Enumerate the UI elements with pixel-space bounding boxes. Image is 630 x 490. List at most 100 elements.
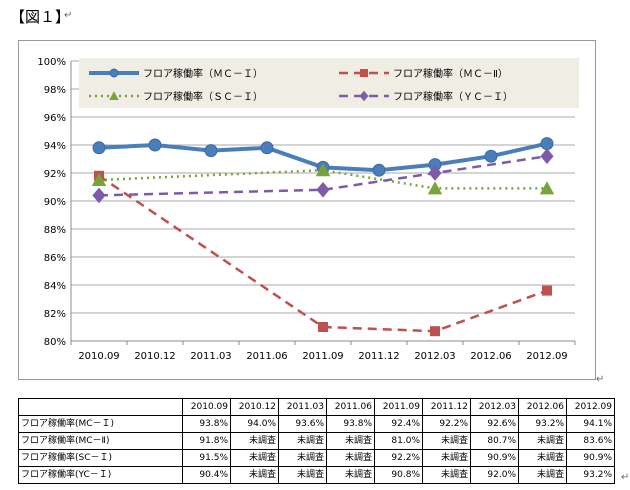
- data-point: [542, 285, 552, 296]
- table-cell: 未調査: [326, 449, 375, 467]
- x-tick-label: 2012.06: [470, 351, 511, 362]
- table-cell: 90.8%: [374, 466, 423, 484]
- table-header-cell: 2012.06: [518, 398, 567, 416]
- table-header-cell: 2012.09: [566, 398, 615, 416]
- table-cell: 未調査: [422, 466, 471, 484]
- legend-label: フロア稼働率（ＹＣ－Ｉ）: [393, 90, 513, 103]
- table-corner-cell: [18, 398, 183, 416]
- table-cell: 92.6%: [470, 415, 519, 433]
- table-cell: 93.6%: [278, 415, 327, 433]
- legend-label: フロア稼働率（ＭＣ－Ｉ）: [143, 67, 263, 80]
- data-point: [92, 187, 106, 204]
- table-header-cell: 2011.09: [374, 398, 423, 416]
- series-line: [98, 154, 548, 197]
- table-row-label: フロア稼働率(YC－Ｉ): [18, 466, 183, 484]
- table-cell: 未調査: [278, 449, 327, 467]
- table-cell: 92.0%: [470, 466, 519, 484]
- table-header-cell: 2011.12: [422, 398, 471, 416]
- data-point: [484, 149, 498, 163]
- table-cell: 92.2%: [374, 449, 423, 467]
- y-tick-label: 84%: [44, 281, 66, 292]
- series-line: [98, 174, 548, 333]
- table-cell: 未調査: [422, 449, 471, 467]
- legend-label: フロア稼働率（ＭＣ－Ⅱ）: [393, 67, 508, 80]
- data-point: [372, 163, 386, 177]
- x-tick-label: 2012.03: [414, 351, 455, 362]
- table-cell: 未調査: [278, 432, 327, 450]
- table-cell: 未調査: [518, 466, 567, 484]
- table-cell: 90.9%: [566, 449, 615, 467]
- table-cell: 90.9%: [470, 449, 519, 467]
- line-chart: 80% 82% 84% 86% 88% 90% 92% 94% 96% 98% 100% 2010.0…: [37, 57, 579, 362]
- table-header-cell: 2010.12: [230, 398, 279, 416]
- table-cell: 未調査: [326, 466, 375, 484]
- data-point: [540, 137, 554, 151]
- y-tick-label: 94%: [44, 141, 66, 152]
- legend-label: フロア稼働率（ＳＣ－Ｉ）: [143, 90, 263, 103]
- data-point: [427, 181, 443, 195]
- y-tick-label: 82%: [44, 309, 66, 320]
- legend-marker: [360, 69, 368, 77]
- table-header-row: 2010.09 2010.12 2011.03 2011.06 2011.09 2011.…: [18, 398, 615, 416]
- table-cell: 未調査: [230, 432, 279, 450]
- table-cell: 未調査: [230, 466, 279, 484]
- table-cell: 93.2%: [566, 466, 615, 484]
- data-point: [318, 322, 328, 332]
- x-tick-label: 2011.03: [190, 351, 231, 362]
- table-cell: 91.8%: [182, 432, 231, 450]
- table-cell: 91.5%: [182, 449, 231, 467]
- table-cell: 94.0%: [230, 415, 279, 433]
- table-cell: 93.8%: [182, 415, 231, 433]
- figure-title: 【図１】: [10, 8, 71, 26]
- table-cell: 81.0%: [374, 432, 423, 450]
- y-tick-label: 86%: [44, 253, 66, 264]
- x-tick-label: 2011.09: [302, 351, 343, 362]
- data-point: [428, 165, 442, 181]
- data-point: [540, 148, 554, 164]
- data-point: [316, 182, 330, 198]
- table-cell: 未調査: [422, 432, 471, 450]
- table-row: フロア稼働率(YC－Ｉ) 90.4% 未調査 未調査 未調査 90.8% 未調査 92.0% 未…: [18, 466, 615, 484]
- table-header-cell: 2011.03: [278, 398, 327, 416]
- legend-marker: [109, 68, 119, 78]
- table-cell: 92.4%: [374, 415, 423, 433]
- paragraph-mark: ↵: [64, 10, 73, 21]
- table-cell: 80.7%: [470, 432, 519, 450]
- table-cell: 94.1%: [566, 415, 615, 433]
- x-tick-label: 2010.12: [134, 351, 175, 362]
- x-tick-label: 2012.09: [526, 351, 567, 362]
- data-point: [204, 144, 218, 158]
- table-header-cell: 2012.03: [470, 398, 519, 416]
- x-tick-label: 2011.06: [246, 351, 287, 362]
- table-cell: 未調査: [278, 466, 327, 484]
- table-row: フロア稼働率(SC－Ｉ) 91.5% 未調査 未調査 未調査 92.2% 未調査 90.9% 未…: [18, 449, 615, 467]
- y-tick-label: 90%: [44, 197, 66, 208]
- data-point: [539, 181, 555, 195]
- data-point: [148, 138, 162, 152]
- y-tick-label: 100%: [37, 57, 66, 68]
- table-row: フロア稼働率(MC－Ｉ) 93.8% 94.0% 93.6% 93.8% 92.4% 92.…: [18, 415, 615, 433]
- legend-marker: [109, 91, 119, 100]
- data-point: [315, 163, 331, 177]
- table-row-label: フロア稼働率(MC－Ｉ): [18, 415, 183, 433]
- y-tick-label: 88%: [44, 225, 66, 236]
- table-cell: 93.8%: [326, 415, 375, 433]
- x-tick-label: 2010.09: [78, 351, 119, 362]
- table-cell: 未調査: [326, 432, 375, 450]
- table-cell: 90.4%: [182, 466, 231, 484]
- data-point: [430, 326, 440, 337]
- table-header-cell: 2010.09: [182, 398, 231, 416]
- data-point: [92, 141, 106, 155]
- y-tick-label: 80%: [44, 337, 66, 348]
- data-table: 2010.09 2010.12 2011.03 2011.06 2011.09 2011.…: [18, 398, 615, 484]
- y-tick-label: 98%: [44, 85, 66, 96]
- y-tick-label: 96%: [44, 113, 66, 124]
- data-point: [91, 172, 107, 186]
- table-cell: 92.2%: [422, 415, 471, 433]
- table-row-label: フロア稼働率(MC－Ⅱ): [18, 432, 183, 450]
- table-cell: 未調査: [518, 432, 567, 450]
- data-point: [260, 141, 274, 155]
- table-cell: 93.2%: [518, 415, 567, 433]
- table-row-label: フロア稼働率(SC－Ｉ): [18, 449, 183, 467]
- table-row: フロア稼働率(MC－Ⅱ) 91.8% 未調査 未調査 未調査 81.0% 未調査 80.7% 未…: [18, 432, 615, 450]
